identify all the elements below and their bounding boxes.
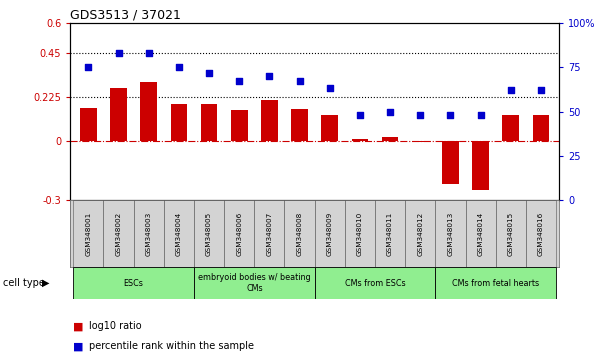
Point (235, 79, 244, 84)
Text: ■: ■ (73, 341, 84, 351)
Text: GSM348008: GSM348008 (296, 211, 302, 256)
Point (174, 64, 184, 70)
Bar (442, 141, 459, 184)
Bar (231, 109, 247, 141)
Bar (291, 109, 308, 141)
Bar (285, 200, 315, 267)
Bar (261, 100, 278, 141)
Bar (321, 115, 338, 141)
Bar (436, 200, 466, 267)
Point (114, 50, 123, 56)
Text: GSM348016: GSM348016 (538, 211, 544, 256)
Text: ▶: ▶ (42, 278, 49, 288)
Bar (103, 200, 134, 267)
Bar (194, 267, 315, 299)
Text: ESCs: ESCs (123, 279, 144, 288)
Text: GSM348005: GSM348005 (206, 211, 212, 256)
Bar (526, 200, 556, 267)
Bar (201, 104, 218, 141)
Point (204, 70, 214, 75)
Text: GSM348004: GSM348004 (176, 211, 182, 256)
Text: CMs from fetal hearts: CMs from fetal hearts (452, 279, 540, 288)
Text: GSM348015: GSM348015 (508, 211, 514, 256)
Bar (315, 200, 345, 267)
Point (265, 73, 274, 79)
Bar (375, 200, 405, 267)
Point (536, 87, 546, 93)
Text: CMs from ESCs: CMs from ESCs (345, 279, 405, 288)
Text: embryoid bodies w/ beating
CMs: embryoid bodies w/ beating CMs (198, 274, 310, 293)
Bar (351, 139, 368, 141)
Text: GSM348009: GSM348009 (327, 211, 333, 256)
Bar (134, 200, 164, 267)
Text: GSM348013: GSM348013 (447, 211, 453, 256)
Bar (436, 267, 556, 299)
Text: GSM348002: GSM348002 (115, 211, 122, 256)
Bar (73, 267, 194, 299)
Bar (80, 108, 97, 141)
Bar (73, 200, 103, 267)
Bar (502, 115, 519, 141)
Bar (254, 200, 285, 267)
Point (84, 64, 93, 70)
Text: GSM348010: GSM348010 (357, 211, 363, 256)
Text: GSM348001: GSM348001 (86, 211, 92, 256)
Text: GSM348007: GSM348007 (266, 211, 273, 256)
Point (144, 50, 153, 56)
Point (355, 112, 365, 118)
Bar (164, 200, 194, 267)
Bar (224, 200, 254, 267)
Text: GSM348014: GSM348014 (478, 211, 484, 256)
Bar (194, 200, 224, 267)
Text: GSM348006: GSM348006 (236, 211, 242, 256)
Bar (405, 200, 436, 267)
Point (385, 109, 395, 114)
Text: GSM348012: GSM348012 (417, 211, 423, 256)
Bar (466, 200, 496, 267)
Bar (315, 267, 436, 299)
Text: ■: ■ (73, 321, 84, 331)
Text: GDS3513 / 37021: GDS3513 / 37021 (70, 9, 181, 22)
Text: cell type: cell type (3, 278, 45, 288)
Text: percentile rank within the sample: percentile rank within the sample (89, 341, 254, 351)
Bar (141, 82, 157, 141)
Text: log10 ratio: log10 ratio (89, 321, 141, 331)
Bar (533, 115, 549, 141)
Bar (345, 200, 375, 267)
Bar (170, 104, 187, 141)
Bar (110, 88, 127, 141)
Point (476, 112, 486, 118)
Text: GSM348011: GSM348011 (387, 211, 393, 256)
Point (325, 86, 335, 91)
Bar (472, 141, 489, 190)
Point (415, 112, 425, 118)
Bar (382, 137, 398, 141)
Bar (412, 141, 428, 142)
Point (506, 87, 516, 93)
Text: GSM348003: GSM348003 (145, 211, 152, 256)
Bar (496, 200, 526, 267)
Point (445, 112, 455, 118)
Point (295, 79, 304, 84)
